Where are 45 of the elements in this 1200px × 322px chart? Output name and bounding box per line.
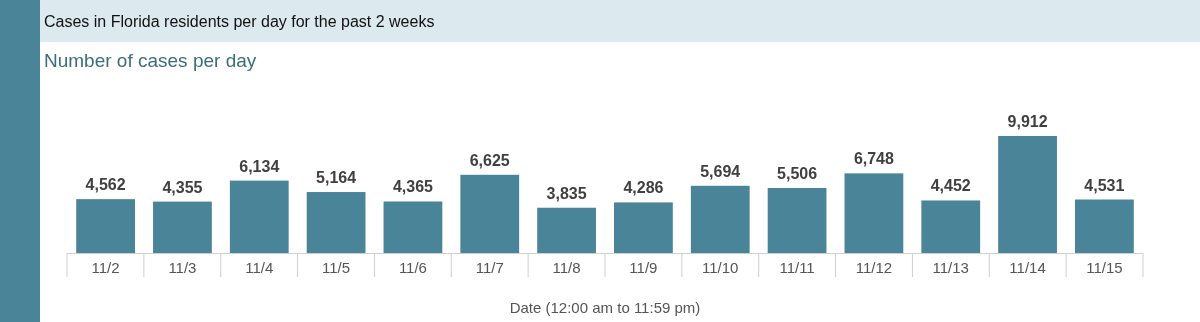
data-label: 5,164 xyxy=(316,169,357,187)
data-label: 4,452 xyxy=(930,177,971,195)
bar xyxy=(460,174,520,253)
data-label: 5,694 xyxy=(700,162,741,180)
bar xyxy=(921,200,981,253)
bar xyxy=(767,188,827,253)
data-label: 9,912 xyxy=(1007,113,1048,130)
bar xyxy=(306,192,366,253)
bar xyxy=(229,180,289,253)
x-tick-label: 11/5 xyxy=(322,259,351,276)
x-tick-label: 11/4 xyxy=(245,259,274,276)
x-tick-label: 11/13 xyxy=(932,259,969,276)
data-label: 5,506 xyxy=(777,165,818,183)
x-tick-label: 11/15 xyxy=(1086,259,1123,276)
x-axis-title: Date (12:00 am to 11:59 pm) xyxy=(509,299,701,316)
bar xyxy=(383,201,443,253)
bar xyxy=(1075,199,1134,253)
data-label: 4,531 xyxy=(1084,176,1125,194)
x-tick-label: 11/3 xyxy=(168,259,197,276)
x-tick-label: 11/14 xyxy=(1009,259,1046,276)
bar xyxy=(844,173,904,253)
data-label: 4,355 xyxy=(162,178,203,196)
bar xyxy=(614,202,673,253)
data-label: 6,134 xyxy=(239,157,280,175)
data-label: 4,562 xyxy=(85,176,126,194)
bar xyxy=(690,185,750,253)
x-tick-label: 11/2 xyxy=(91,259,120,276)
data-label: 3,835 xyxy=(546,184,587,202)
data-label: 6,748 xyxy=(853,150,895,168)
bar xyxy=(537,207,596,253)
x-tick-label: 11/11 xyxy=(779,259,815,276)
data-label: 4,365 xyxy=(392,178,434,196)
data-label: 4,286 xyxy=(623,179,664,197)
chart-subtitle: Number of cases per day xyxy=(44,50,257,71)
data-label: 6,625 xyxy=(469,151,510,169)
x-tick-label: 11/8 xyxy=(552,259,581,276)
bar xyxy=(76,199,135,253)
x-tick-label: 11/6 xyxy=(398,259,427,276)
x-tick-label: 11/10 xyxy=(702,259,739,276)
x-tick-label: 11/7 xyxy=(475,259,504,276)
x-tick-label: 11/12 xyxy=(855,259,893,276)
bar xyxy=(998,136,1057,253)
x-tick-label: 11/9 xyxy=(629,259,658,276)
bar xyxy=(153,201,212,253)
chart-title: Cases in Florida residents per day for the past 2 weeks xyxy=(44,13,435,30)
